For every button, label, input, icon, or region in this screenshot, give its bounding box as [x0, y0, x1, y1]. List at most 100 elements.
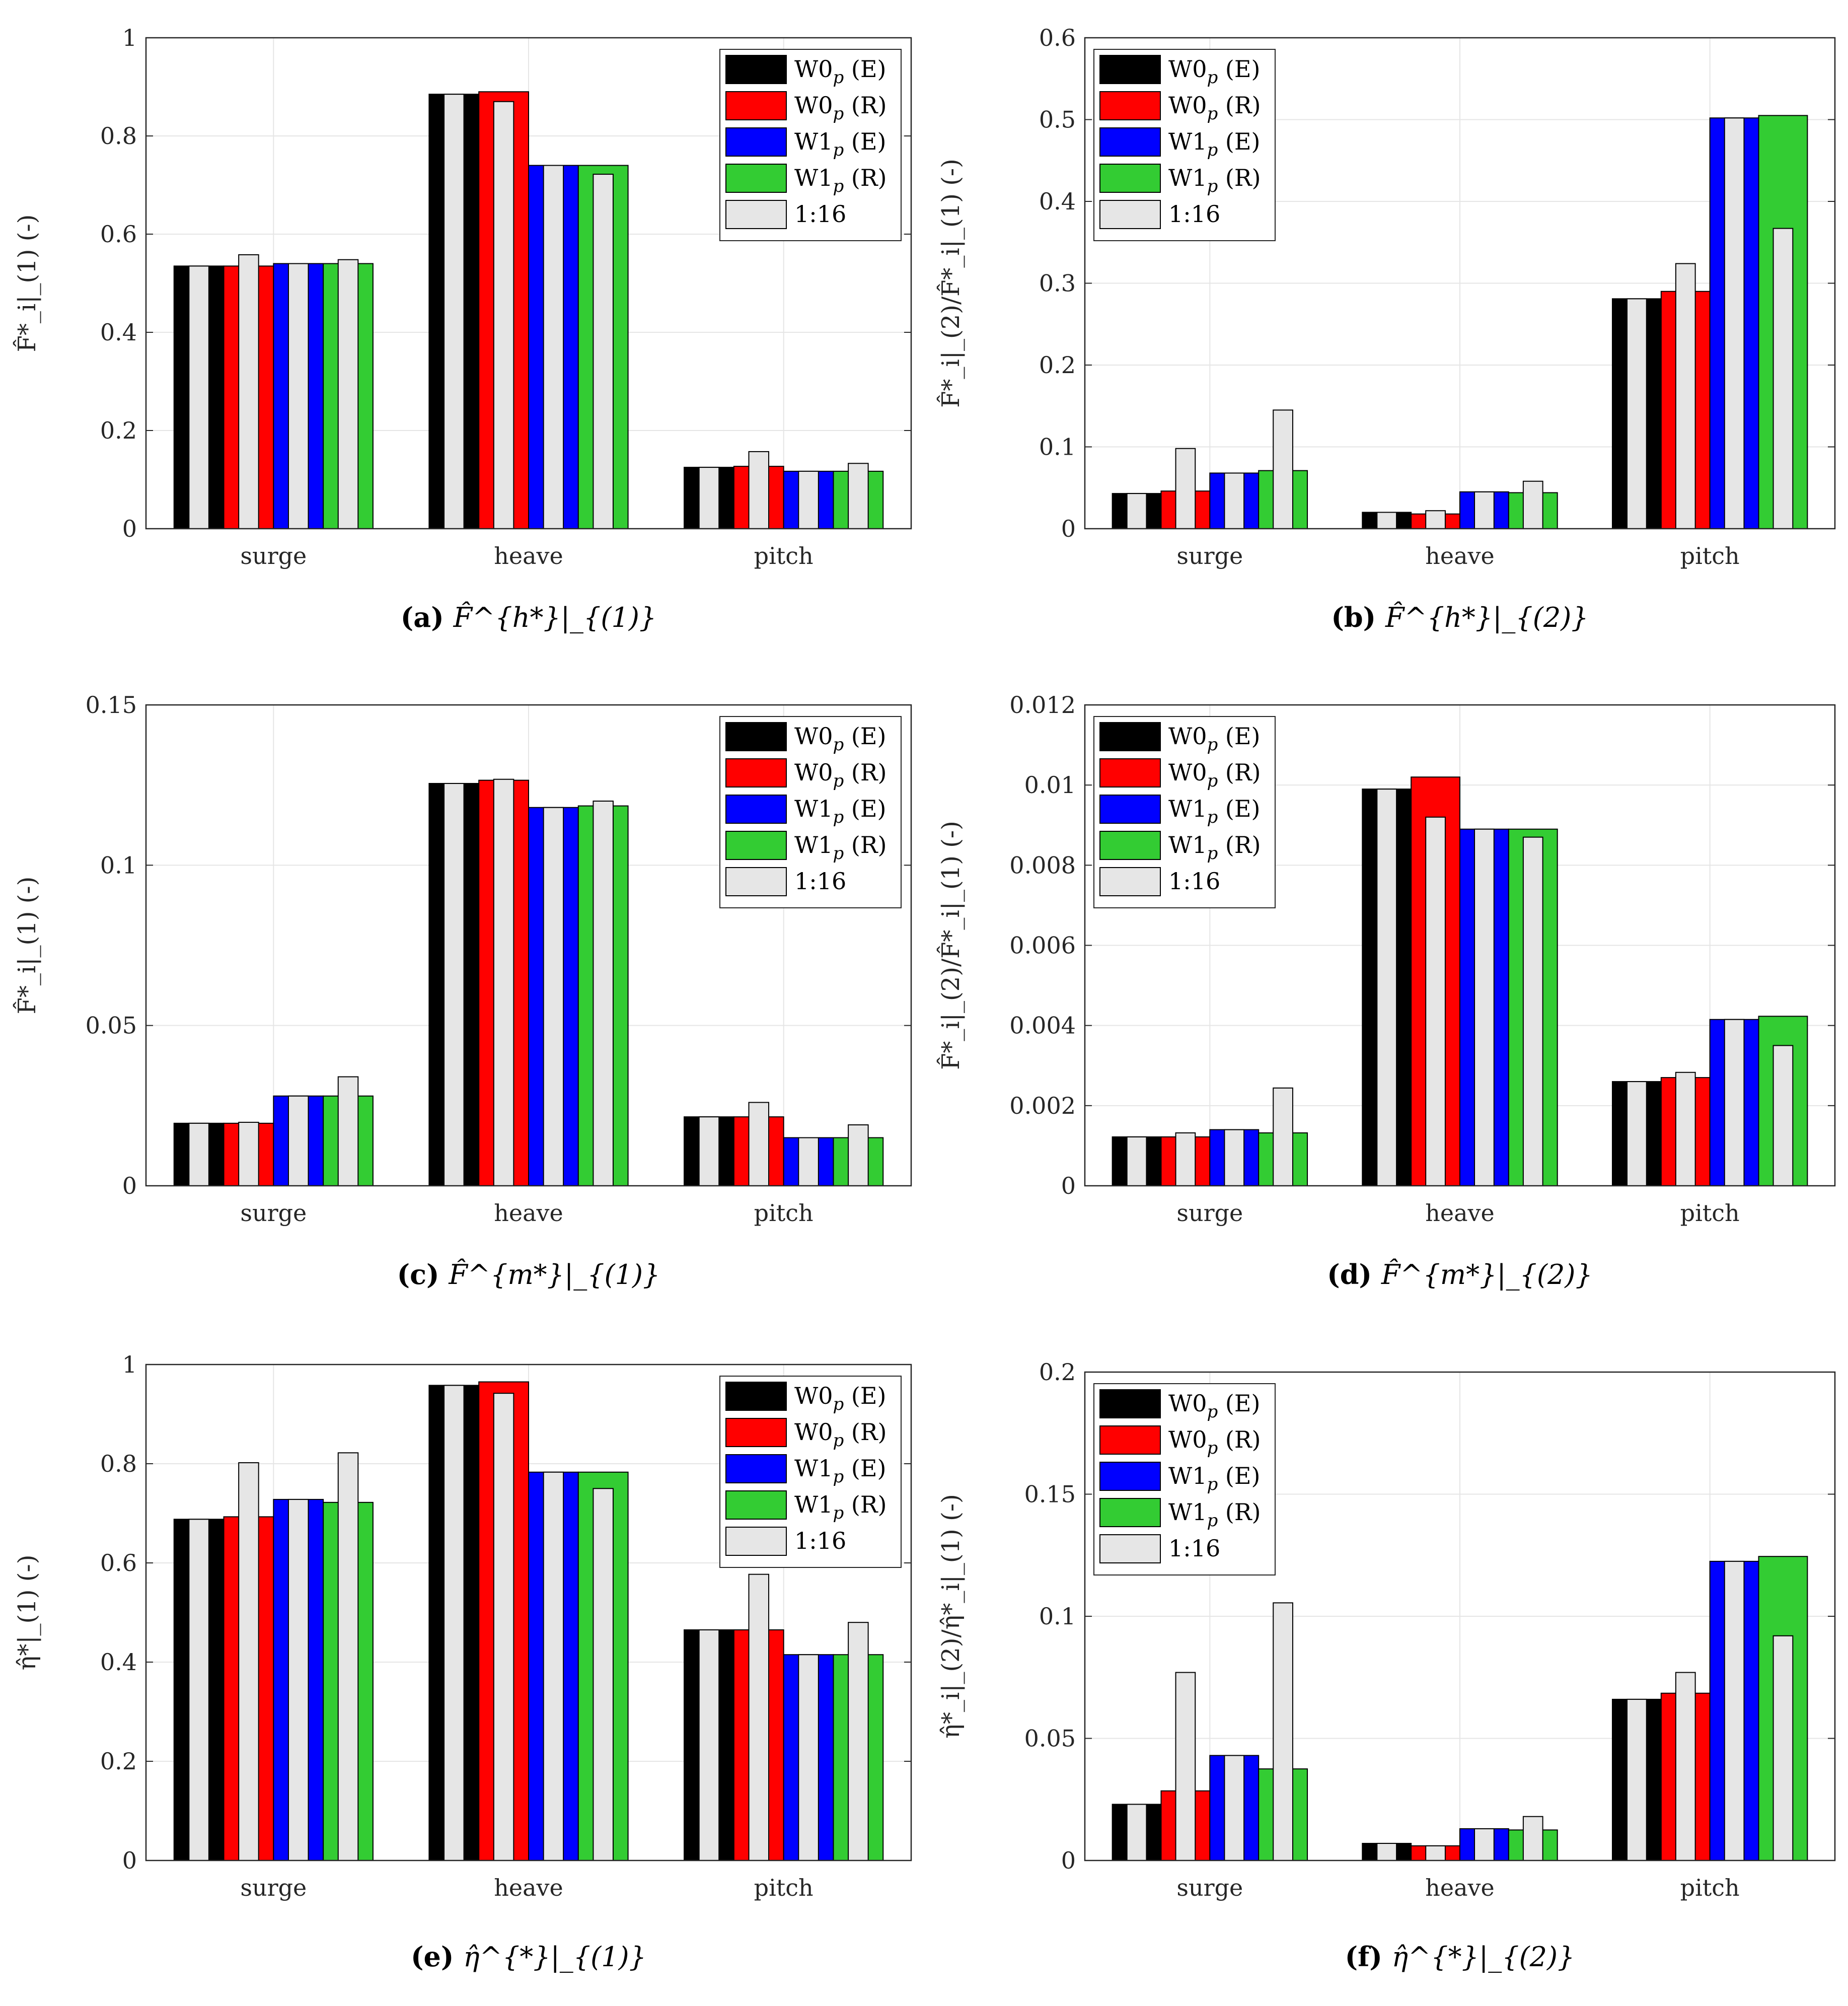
- legend-main: W0: [1168, 55, 1207, 83]
- legend-sub: p: [833, 176, 844, 196]
- legend-label: W1p (E): [794, 1455, 886, 1487]
- legend-label: W0p (E): [1168, 55, 1260, 88]
- y-tick-label: 0.01: [1024, 771, 1076, 799]
- y-axis-label: F̂*_i|_(2)/F̂*_i|_(1) (-): [936, 821, 965, 1070]
- chart-a: 0 0.2 0.4 0.6 0.8 1 surge heave pitch F̂*_i|_(1) …: [12, 24, 912, 633]
- caption-expr: η̂^{*}|_{(1)}: [463, 1941, 646, 1973]
- legend-sub: p: [833, 67, 844, 88]
- legend-label: 1:16: [1168, 200, 1220, 228]
- legend-swatch: [1099, 722, 1161, 751]
- legend-tag: (E): [844, 128, 886, 155]
- legend-main: 1:16: [1168, 200, 1220, 228]
- x-tick-label: pitch: [1680, 1874, 1740, 1901]
- y-tick-label: 0.2: [100, 417, 137, 444]
- legend: W0p (E)W0p (R)W1p (E)W1p (R)1:16: [1093, 716, 1276, 908]
- legend-main: W0: [1168, 723, 1207, 750]
- x-tick-label: surge: [1176, 542, 1243, 569]
- legend-label: W0p (R): [794, 1418, 886, 1451]
- caption-expr: F̂^{h*}|_{(2)}: [1385, 601, 1589, 633]
- y-tick-label: 0.4: [100, 1649, 137, 1676]
- chart-e: 0 0.2 0.4 0.6 0.8 1 surge heave pitch η̂*|_(1) (-…: [13, 1351, 912, 1973]
- legend-main: W1: [794, 128, 833, 155]
- legend-label: 1:16: [1168, 868, 1220, 895]
- legend-main: W0: [794, 723, 833, 750]
- legend-label: W1p (R): [1168, 1498, 1261, 1531]
- bar-scale-1-16: [337, 1452, 359, 1861]
- bar-scale-1-16: [748, 451, 770, 529]
- y-tick-label: 0.05: [86, 1012, 137, 1039]
- legend-sub: p: [1207, 140, 1218, 160]
- legend-swatch: [1099, 1425, 1161, 1455]
- y-tick-label: 1: [122, 1351, 137, 1378]
- legend-swatch: [1099, 55, 1161, 84]
- legend: W0p (E)W0p (R)W1p (E)W1p (R)1:16: [1093, 49, 1276, 241]
- legend-swatch: [1099, 164, 1161, 193]
- y-tick-label: 0: [122, 1172, 137, 1199]
- caption-letter: (e): [411, 1941, 463, 1973]
- legend-main: 1:16: [794, 868, 846, 895]
- y-tick-label: 0.1: [1039, 434, 1076, 461]
- bar-scale-1-16: [493, 101, 514, 529]
- legend-main: W1: [1168, 128, 1207, 155]
- x-tick-label: pitch: [754, 542, 814, 569]
- legend-tag: (E): [1218, 128, 1260, 155]
- y-tick-label: 0.6: [1039, 24, 1076, 51]
- bar-scale-1-16: [1474, 828, 1495, 1187]
- legend-swatch: [1099, 758, 1161, 787]
- legend-swatch: [725, 1382, 787, 1411]
- x-tick-label: surge: [1176, 1874, 1243, 1901]
- bar-scale-1-16: [1675, 1672, 1696, 1861]
- bar-scale-1-16: [798, 1654, 819, 1861]
- legend-label: W0p (E): [794, 1382, 886, 1414]
- bar-scale-1-16: [1126, 1136, 1147, 1186]
- panel-caption: (c) F̂^{m*}|_{(1)}: [397, 1258, 660, 1291]
- legend-main: W0: [1168, 1426, 1207, 1453]
- bar-scale-1-16: [698, 467, 720, 529]
- panel-caption: (b) F̂^{h*}|_{(2)}: [1331, 601, 1588, 633]
- legend-main: W0: [1168, 1390, 1207, 1417]
- bar-scale-1-16: [543, 1471, 564, 1861]
- bar-scale-1-16: [337, 259, 359, 529]
- legend-swatch: [1099, 127, 1161, 157]
- bar-scale-1-16: [1627, 1081, 1647, 1186]
- legend-swatch: [725, 1418, 787, 1447]
- y-tick-label: 0.2: [1039, 351, 1076, 379]
- bar-scale-1-16: [1273, 1087, 1293, 1186]
- y-tick-label: 0.3: [1039, 270, 1076, 297]
- bar-scale-1-16: [337, 1076, 359, 1186]
- bar-scale-1-16: [593, 174, 614, 529]
- x-tick-label: pitch: [754, 1874, 814, 1901]
- bar-scale-1-16: [1627, 298, 1647, 529]
- legend-tag: (E): [844, 723, 886, 750]
- bar-scale-1-16: [1772, 228, 1794, 529]
- bar-scale-1-16: [188, 1122, 209, 1186]
- legend-label: 1:16: [1168, 1535, 1220, 1562]
- legend-sub: p: [1207, 771, 1218, 791]
- legend-tag: (R): [844, 1418, 886, 1446]
- legend-swatch: [725, 55, 787, 84]
- bar-scale-1-16: [848, 1622, 869, 1861]
- x-tick-label: heave: [494, 1199, 563, 1227]
- y-axis-label: η̂*|_(1) (-): [13, 1555, 41, 1671]
- legend-main: W1: [1168, 795, 1207, 822]
- legend-main: W0: [794, 1418, 833, 1446]
- y-axis-label: F̂*_i|_(1) (-): [12, 877, 41, 1015]
- bar-scale-1-16: [1224, 1129, 1245, 1186]
- legend-label: W0p (R): [794, 92, 886, 124]
- chart-d: 0 0.002 0.004 0.006 0.008 0.01 0.012 surge heave…: [936, 691, 1836, 1291]
- legend-swatch: [1099, 1462, 1161, 1491]
- legend: W0p (E)W0p (R)W1p (E)W1p (R)1:16: [719, 716, 902, 908]
- y-tick-label: 0: [1061, 1172, 1076, 1199]
- legend-sub: p: [1207, 67, 1218, 88]
- bar-scale-1-16: [1724, 1019, 1745, 1187]
- legend-label: W0p (E): [794, 723, 886, 755]
- chart-c: 0 0.05 0.1 0.15 surge heave pitch F̂*_i|_(1) (-…: [12, 691, 912, 1291]
- x-tick-label: surge: [240, 1874, 307, 1901]
- legend-tag: (E): [1218, 795, 1260, 822]
- legend-tag: (R): [1218, 831, 1261, 858]
- y-axis-label: F̂*_i|_(2)/F̂*_i|_(1) (-): [936, 159, 965, 408]
- bar-scale-1-16: [287, 1498, 309, 1861]
- y-tick-label: 0.4: [100, 319, 137, 346]
- legend-sub: p: [1207, 1474, 1218, 1494]
- legend-sub: p: [833, 807, 844, 827]
